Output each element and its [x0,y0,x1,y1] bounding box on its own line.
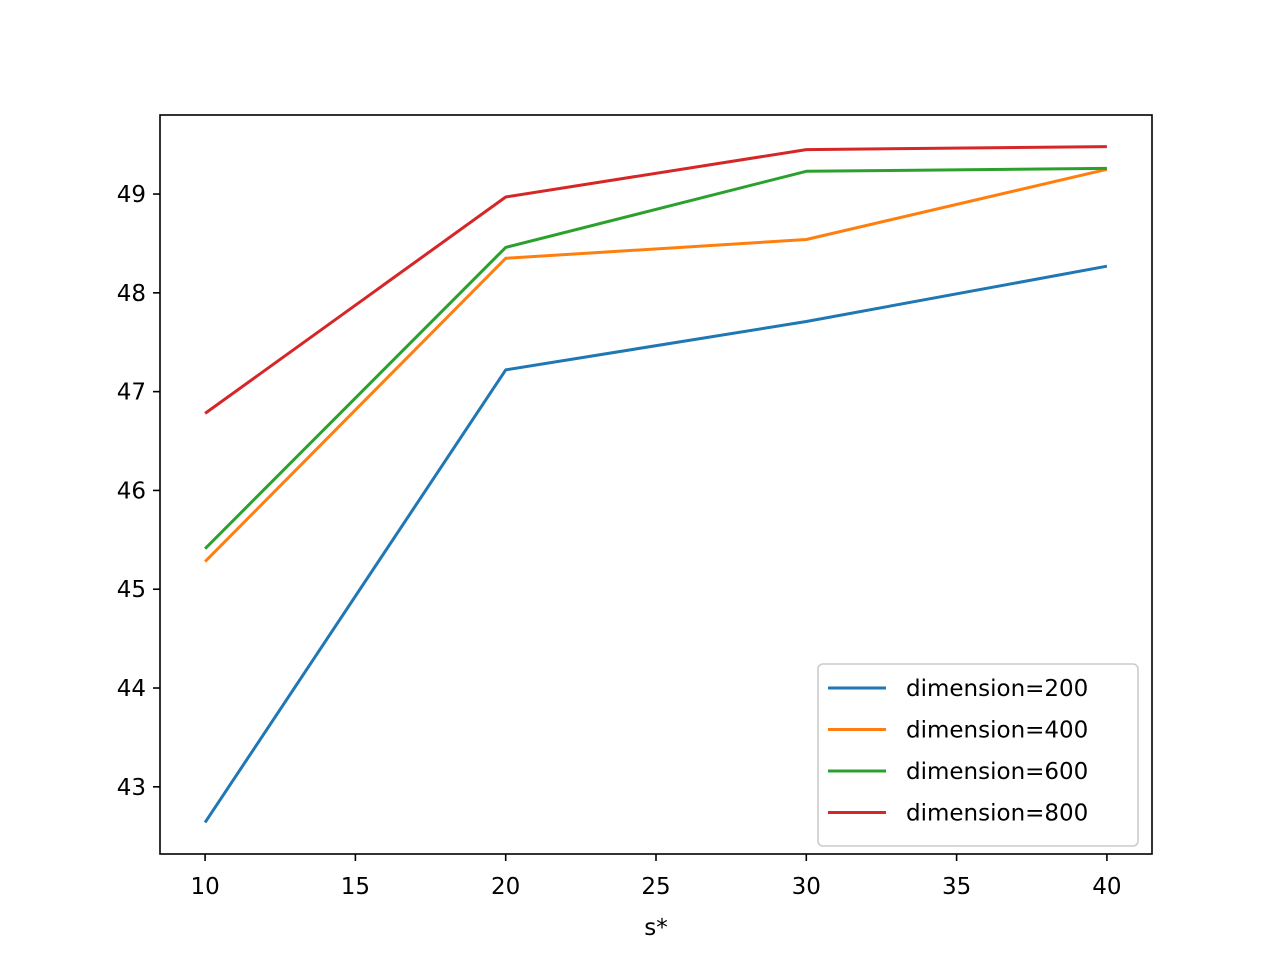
x-tick-label-1: 15 [341,874,370,900]
x-tick-label-2: 20 [491,874,520,900]
series-line-3 [204,145,1107,415]
legend: dimension=200 dimension=400 dimension=600 d… [817,663,1139,847]
y-tick-label-5: 48 [117,281,146,307]
y-tick-label-0: 43 [117,775,146,801]
x-axis-ticks: 10 15 20 25 30 35 40 [190,854,1122,900]
series-layer [203,145,1108,824]
legend-label-2: dimension=600 [906,759,1088,785]
legend-label-1: dimension=400 [906,718,1088,744]
y-tick-label-2: 45 [117,577,146,603]
x-tick-label-6: 40 [1092,874,1121,900]
legend-box [817,663,1139,847]
x-tick-label-4: 30 [792,874,821,900]
y-tick-label-6: 49 [117,182,146,208]
series-line-2 [204,166,1107,550]
y-tick-label-1: 44 [117,676,146,702]
legend-label-0: dimension=200 [906,676,1088,702]
x-tick-label-3: 25 [641,874,670,900]
x-tick-label-5: 35 [942,874,971,900]
x-tick-label-0: 10 [190,874,219,900]
x-axis-label: s* [644,915,667,941]
series-line-1 [204,167,1108,563]
y-tick-label-4: 47 [117,380,146,406]
y-axis-ticks: 43 44 45 46 47 48 49 [117,182,160,801]
y-tick-label-3: 46 [117,478,146,504]
series-line-0 [203,264,1108,824]
legend-label-3: dimension=800 [906,801,1088,827]
